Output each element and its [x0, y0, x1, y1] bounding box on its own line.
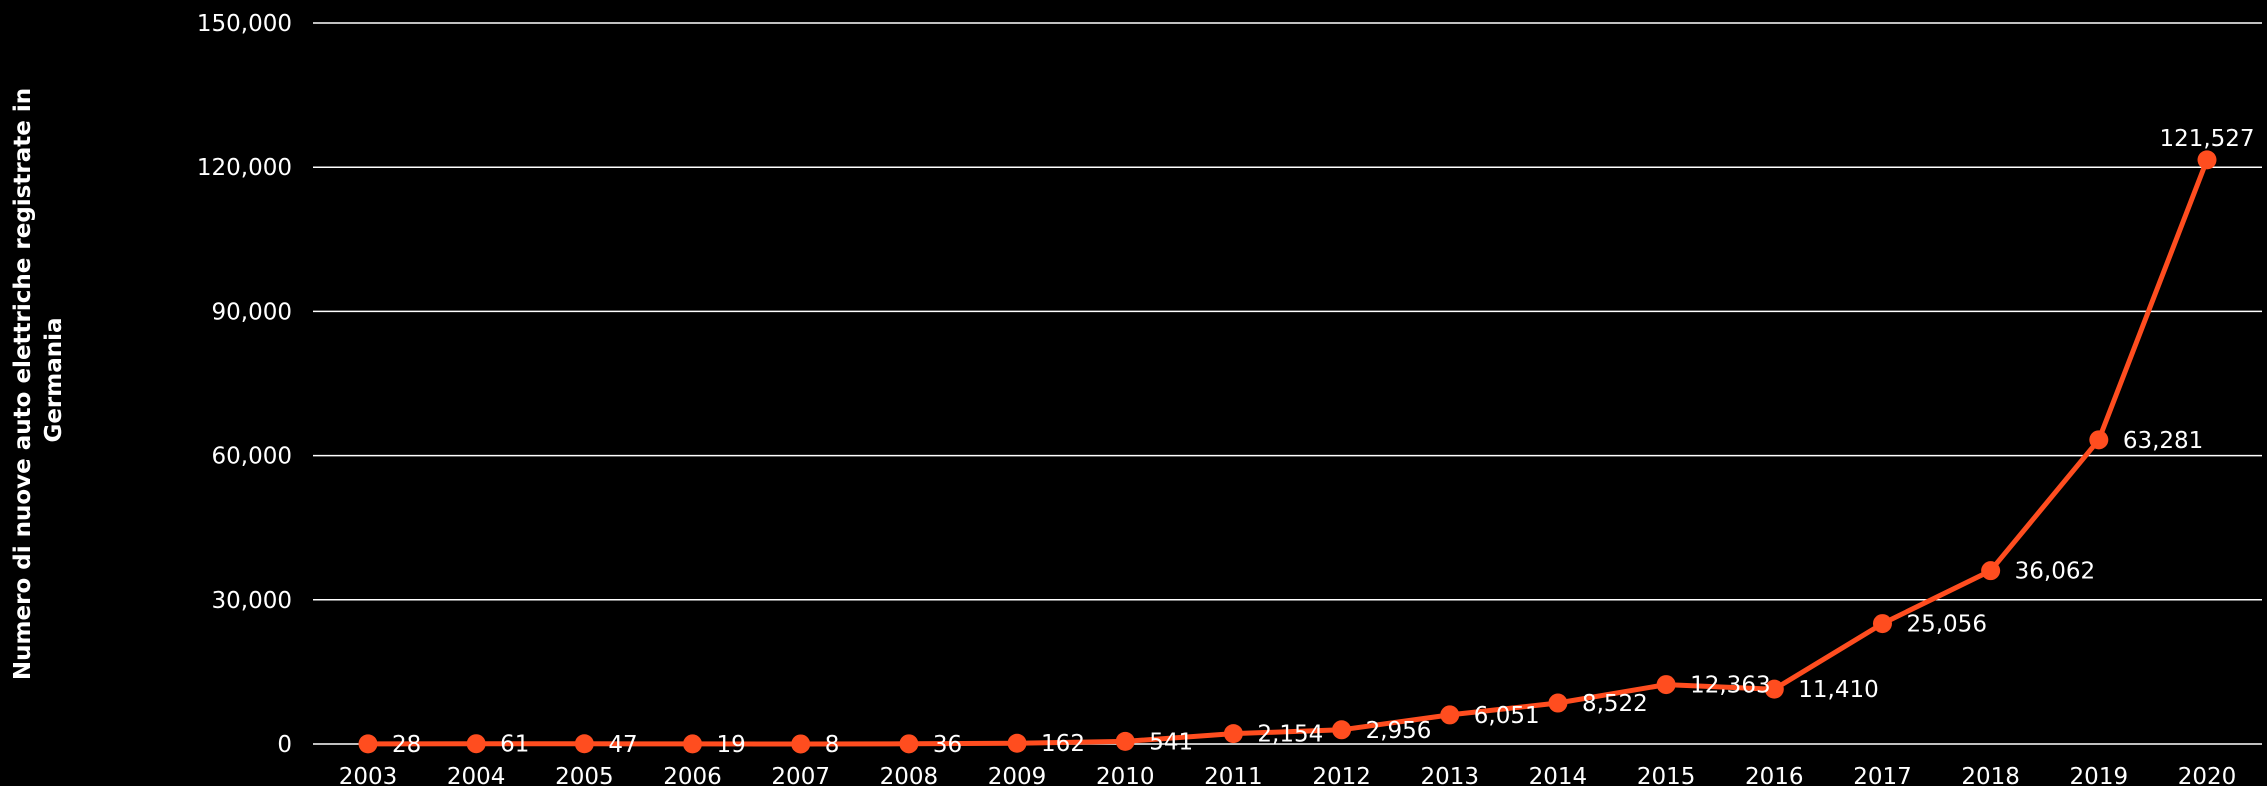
data-label: 121,527 — [2159, 126, 2254, 152]
gridlines — [313, 22, 2262, 745]
series-path — [367, 158, 2210, 747]
data-point — [899, 734, 919, 754]
data-point — [2089, 430, 2109, 450]
data-point — [466, 734, 486, 754]
data-point — [1548, 693, 1568, 713]
data-label: 162 — [1041, 731, 1085, 757]
data-point — [1440, 705, 1460, 725]
data-point — [1223, 724, 1243, 744]
y-tick-label: 0 — [277, 732, 292, 758]
y-tick-label: 90,000 — [212, 299, 292, 325]
data-label: 2,956 — [1366, 718, 1432, 744]
x-tick-label: 2017 — [1853, 764, 1912, 786]
y-tick-label: 150,000 — [197, 11, 292, 37]
x-tick-label: 2019 — [2070, 764, 2129, 786]
data-label: 2,154 — [1257, 722, 1323, 748]
x-tick-label: 2016 — [1745, 764, 1804, 786]
y-tick-label: 30,000 — [212, 588, 292, 614]
y-axis-label-line-2: Germania — [41, 317, 67, 442]
y-tick-label: 60,000 — [212, 444, 292, 470]
x-tick-label: 2004 — [447, 764, 506, 786]
data-label: 47 — [608, 732, 637, 758]
data-label: 63,281 — [2123, 428, 2203, 454]
y-axis-label-line-1: Numero di nuove auto elettriche registra… — [10, 88, 36, 680]
data-label: 28 — [392, 732, 421, 758]
x-tick-label: 2012 — [1312, 764, 1371, 786]
data-point — [574, 734, 594, 754]
data-point — [1656, 675, 1676, 695]
data-point — [1981, 561, 2001, 581]
data-label: 8,522 — [1582, 691, 1648, 717]
x-tick-label: 2007 — [771, 764, 830, 786]
y-axis-label: Numero di nuove auto elettriche registra… — [10, 80, 67, 680]
data-label: 11,410 — [1798, 677, 1878, 703]
data-label: 36 — [933, 732, 962, 758]
x-tick-label: 2020 — [2178, 764, 2237, 786]
x-tick-label: 2018 — [1961, 764, 2020, 786]
y-axis-ticks: 0 30,000 60,000 90,000 120,000 150,000 — [197, 11, 292, 758]
x-tick-label: 2015 — [1637, 764, 1696, 786]
x-tick-label: 2003 — [339, 764, 398, 786]
data-label: 25,056 — [1906, 612, 1986, 638]
data-label: 19 — [717, 732, 746, 758]
data-label: 36,062 — [2015, 559, 2095, 585]
data-label: 541 — [1149, 729, 1193, 755]
series-points — [358, 150, 2217, 754]
data-point — [2197, 150, 2217, 170]
data-point — [358, 734, 378, 754]
data-point — [683, 734, 703, 754]
x-tick-label: 2006 — [663, 764, 722, 786]
data-point — [1007, 733, 1027, 753]
data-point — [1332, 720, 1352, 740]
x-tick-label: 2005 — [555, 764, 614, 786]
data-point — [791, 734, 811, 754]
data-point — [1872, 614, 1892, 634]
data-label: 6,051 — [1474, 703, 1540, 729]
series-line — [367, 158, 2210, 747]
x-tick-label: 2011 — [1204, 764, 1263, 786]
y-tick-label: 120,000 — [197, 155, 292, 181]
x-tick-label: 2010 — [1096, 764, 1155, 786]
x-tick-label: 2008 — [880, 764, 939, 786]
x-tick-label: 2013 — [1420, 764, 1479, 786]
data-label: 61 — [500, 732, 529, 758]
data-label: 8 — [825, 732, 840, 758]
data-point — [1764, 679, 1784, 699]
x-tick-label: 2009 — [988, 764, 1047, 786]
data-labels: 28 61 47 19 8 36 162 541 2,154 2,956 6,051 8,522 12,… — [392, 126, 2255, 758]
x-axis-ticks: 2003 2004 2005 2006 2007 2008 2009 2010 2011 2012… — [339, 764, 2237, 786]
x-tick-label: 2014 — [1529, 764, 1588, 786]
data-point — [1115, 731, 1135, 751]
data-label: 12,363 — [1690, 673, 1770, 699]
